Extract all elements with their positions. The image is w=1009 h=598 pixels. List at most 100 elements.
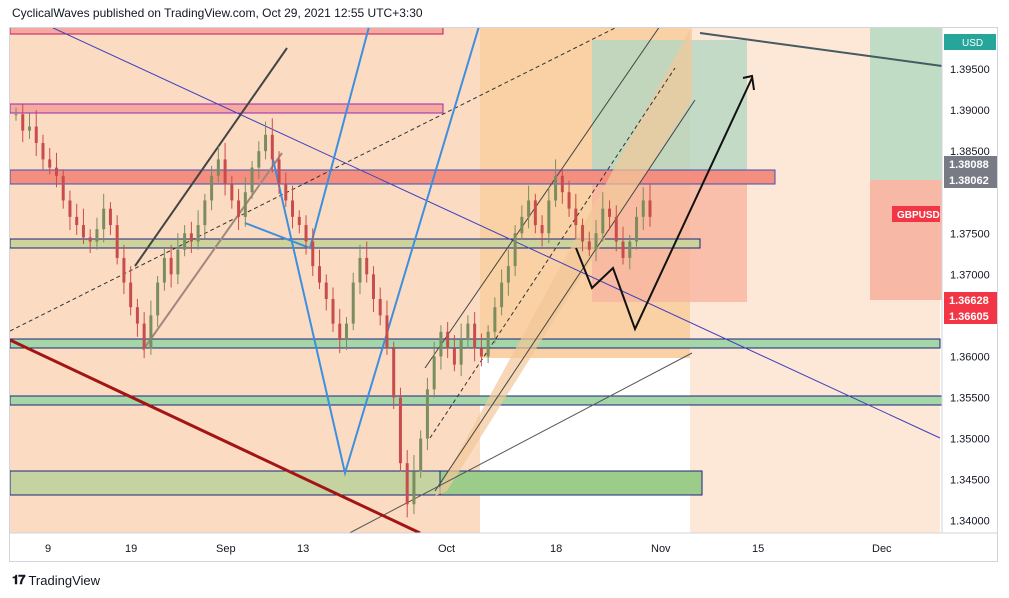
candle-body xyxy=(520,216,524,234)
candle-body xyxy=(297,216,301,226)
candle-body xyxy=(385,315,389,349)
rising-channel-fill xyxy=(435,28,692,496)
candle-body xyxy=(446,331,450,349)
price-axis xyxy=(942,28,997,533)
descending-trendline-blue xyxy=(52,28,941,439)
candle-body xyxy=(493,307,497,332)
y-tick-label: 1.34000 xyxy=(950,516,990,528)
publish-header: CyclicalWaves published on TradingView.c… xyxy=(12,6,423,20)
tradingview-logo[interactable]: 𝟏𝟕 TradingView xyxy=(12,572,100,588)
y-tick-label: 1.38500 xyxy=(950,146,990,158)
resistance-zone-138 xyxy=(10,169,776,185)
blue-wave-path-2 xyxy=(271,28,480,477)
support-zone-1345-right xyxy=(439,470,703,496)
candle-body xyxy=(115,225,119,258)
candle-body xyxy=(291,200,295,217)
candle-body xyxy=(466,323,470,341)
candle-body xyxy=(149,315,153,349)
candle-body xyxy=(547,200,551,234)
x-tick-label: 15 xyxy=(752,543,764,555)
candle-body xyxy=(34,126,38,143)
y-axis-ticks: 1.39500 1.39000 1.38500 1.37500 1.37000 1.360… xyxy=(950,64,990,528)
price-label-text: 1.38062 xyxy=(949,175,989,187)
candle-body xyxy=(506,266,510,283)
candle-body xyxy=(365,257,369,275)
candle-body xyxy=(533,200,537,226)
candle-body xyxy=(513,233,517,267)
candle-body xyxy=(196,225,200,242)
price-label-text: GBPUSD xyxy=(897,210,940,221)
candle-body xyxy=(122,257,126,283)
y-tick-label: 1.35500 xyxy=(950,393,990,405)
price-label-box xyxy=(892,206,940,222)
chart-area[interactable]: 1.39500 1.39000 1.38500 1.37500 1.37000 1.360… xyxy=(9,27,998,562)
candle-body xyxy=(648,200,652,217)
candle-body xyxy=(351,282,355,324)
support-zone-1345-left xyxy=(10,470,441,496)
price-label-box xyxy=(944,292,997,308)
x-tick-label: Oct xyxy=(438,543,455,555)
candle-body xyxy=(635,216,639,242)
candle-body xyxy=(21,114,25,131)
candle-body xyxy=(48,159,52,168)
y-tick-label: 1.34500 xyxy=(950,475,990,487)
candle-body xyxy=(439,331,443,357)
candle-body xyxy=(452,348,456,365)
currency-badge[interactable] xyxy=(944,34,996,50)
candle-body xyxy=(75,216,79,226)
candle-body xyxy=(203,200,207,226)
y-tick-label: 1.35000 xyxy=(950,434,990,446)
channel-lower-line xyxy=(434,99,696,492)
candle-body xyxy=(88,237,92,242)
y-tick-label: 1.39000 xyxy=(950,105,990,117)
early-channel-lower xyxy=(142,152,283,351)
candle-body xyxy=(183,233,187,250)
price-label-box xyxy=(944,308,997,324)
candle-body xyxy=(284,184,288,201)
candle-body xyxy=(479,348,483,357)
candle-body xyxy=(405,463,409,505)
candle-body xyxy=(311,241,315,267)
candle-body xyxy=(621,241,625,258)
price-label-box xyxy=(944,156,997,172)
candle-body xyxy=(304,225,308,242)
candle-body xyxy=(527,200,531,217)
x-axis-ticks: 9 19 Sep 13 Oct 18 Nov 15 Dec xyxy=(45,543,892,555)
candle-body xyxy=(14,114,18,116)
candle-body xyxy=(216,159,220,176)
x-tick-label: 9 xyxy=(45,543,51,555)
candle-body xyxy=(169,257,173,275)
candle-body xyxy=(54,167,58,176)
channel-mid-dashed xyxy=(429,67,676,439)
candle-body xyxy=(601,208,605,234)
candle-body xyxy=(41,142,45,160)
candle-body xyxy=(594,233,598,250)
candle-body xyxy=(108,208,112,226)
candle-body xyxy=(331,298,335,324)
x-tick-label: 19 xyxy=(125,543,137,555)
price-label-text: 1.36628 xyxy=(949,295,989,307)
upper-grey-trendline xyxy=(699,32,943,67)
candle-body xyxy=(574,208,578,226)
long-term-dashed-trendline xyxy=(10,28,616,332)
candle-body xyxy=(237,200,241,217)
candle-body xyxy=(156,282,160,316)
y-tick-label: 1.37000 xyxy=(950,269,990,281)
candle-body xyxy=(95,229,99,242)
x-tick-label: Sep xyxy=(216,543,236,555)
candle-body xyxy=(230,184,234,201)
candle-body xyxy=(257,151,261,168)
support-zone-1373 xyxy=(10,238,701,249)
candle-body xyxy=(608,208,612,217)
price-labels: 1.38088 1.38062 GBPUSD 1.36628 1.36605 xyxy=(892,156,997,324)
candle-body xyxy=(81,225,85,238)
price-label-box xyxy=(944,172,997,188)
candle-body xyxy=(628,241,632,258)
early-channel-upper xyxy=(134,47,288,267)
candle-body xyxy=(614,216,618,242)
channel-upper-line xyxy=(424,28,660,369)
chart-svg[interactable]: 1.39500 1.39000 1.38500 1.37500 1.37000 1.360… xyxy=(10,28,998,562)
candle-body xyxy=(554,175,558,201)
candle-body xyxy=(459,340,463,365)
candle-body xyxy=(27,126,31,131)
